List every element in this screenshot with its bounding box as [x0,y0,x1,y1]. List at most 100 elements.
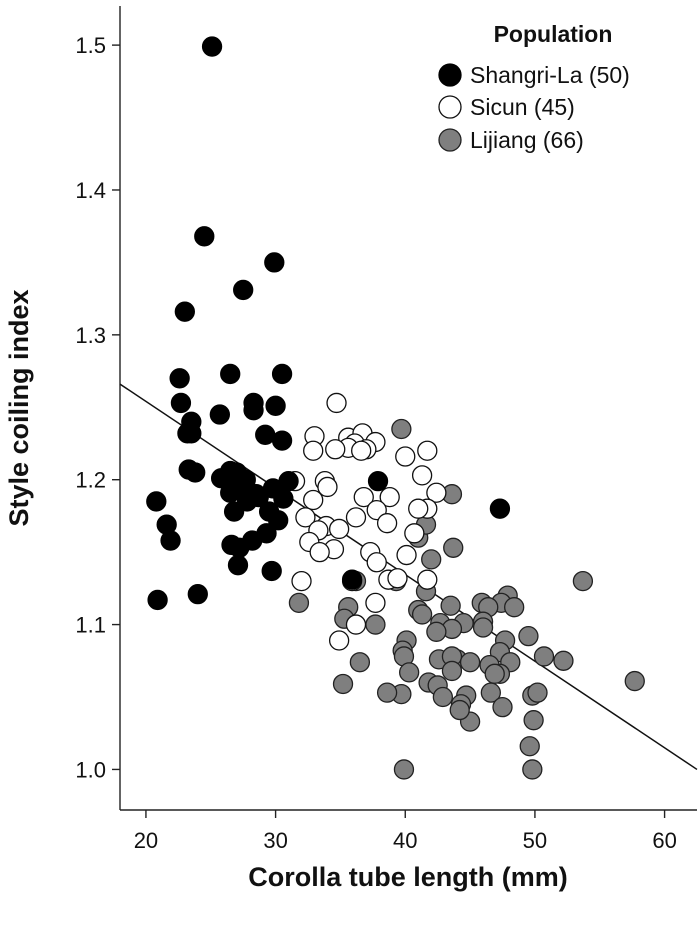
legend-marker-shangri-la [438,63,462,87]
legend-marker-sicun [438,95,462,119]
data-point-sicun [408,498,429,519]
y-tick-label: 1.3 [75,323,106,348]
data-point-shangri-la [147,589,168,611]
data-point-lijiang [522,759,543,780]
data-point-shangri-la [271,363,293,385]
data-point-sicun [376,513,398,534]
data-point-shangri-la [146,491,167,512]
legend-entry-sicun: Sicun (45) [438,94,575,120]
y-tick-label: 1.5 [75,33,106,58]
x-axis-title: Corolla tube length (mm) [248,862,568,892]
data-point-shangri-la [271,430,293,451]
data-point-sicun [417,440,438,461]
y-ticks: 1.0 1.1 1.2 1.3 1.4 1.5 [75,33,120,782]
data-point-shangri-la [233,279,254,301]
data-point-lijiang [523,710,544,731]
data-point-sicun [328,630,350,651]
plot-area: 1.0 1.1 1.2 1.3 1.4 1.5 20 30 40 50 60 [75,6,698,853]
data-point-lijiang [440,595,461,616]
x-tick-label: 50 [523,828,547,853]
data-point-lijiang [449,699,470,721]
data-point-sicun [303,440,324,461]
x-tick-label: 20 [134,828,158,853]
data-point-shangri-la [209,404,230,425]
data-point-sicun [379,486,400,508]
data-point-sicun [417,569,438,590]
data-point-shangri-la [170,392,192,414]
data-point-lijiang [492,696,513,718]
data-point-lijiang [553,650,574,671]
data-point-lijiang [426,621,447,642]
x-tick-label: 30 [263,828,287,853]
y-tick-label: 1.2 [75,468,106,493]
y-axis-title: Style coiling index [4,289,34,526]
data-point-sicun [396,544,417,566]
data-point-sicun [366,552,387,573]
legend-entry-shangri-la: Shangri-La (50) [438,62,630,88]
data-point-lijiang [288,592,310,613]
data-point-lijiang [533,646,555,667]
data-point-sicun [325,439,346,460]
data-point-lijiang [376,682,398,703]
data-point-shangri-la [201,36,223,57]
x-ticks: 20 30 40 50 60 [134,810,677,853]
data-point-shangri-la [273,488,294,509]
data-point-lijiang [572,570,594,592]
data-point-shangri-la [187,584,208,605]
legend-label-sicun: Sicun (45) [470,94,575,120]
y-tick-label: 1.0 [75,757,106,782]
data-point-sicun [365,592,386,613]
data-point-sicun [404,523,425,544]
data-point-shangri-la [220,482,241,503]
data-point-lijiang [527,682,548,703]
data-point-lijiang [504,597,525,618]
data-point-shangri-la [220,363,241,385]
data-point-shangri-la [194,226,215,247]
data-point-shangri-la [169,368,190,389]
legend-label-lijiang: Lijiang (66) [470,127,584,153]
data-point-lijiang [518,626,539,647]
data-point-shangri-la [236,491,258,512]
data-point-lijiang [519,736,540,757]
data-point-lijiang [393,759,415,780]
legend-entry-lijiang: Lijiang (66) [438,127,584,153]
data-point-sicun [426,482,447,503]
data-point-sicun [345,507,367,528]
data-point-lijiang [391,418,412,440]
data-point-lijiang [432,686,454,708]
data-point-sicun [353,486,374,508]
trendline-layer [119,383,698,771]
data-point-lijiang [441,660,463,682]
data-point-lijiang [459,652,481,673]
data-point-lijiang [421,549,442,570]
data-point-lijiang [365,614,386,635]
data-point-lijiang [332,673,354,695]
data-point-sicun [295,507,316,528]
data-point-sicun [317,476,338,498]
data-point-shangri-la [341,569,363,590]
data-point-sicun [309,541,330,563]
data-point-sicun [351,440,372,461]
data-point-lijiang [349,652,371,673]
data-point-shangri-la [268,510,289,531]
y-tick-label: 1.4 [75,178,106,203]
data-point-lijiang [624,670,645,692]
data-point-lijiang [411,604,433,625]
data-point-lijiang [443,537,464,558]
data-point-shangri-la [181,423,202,444]
points-layer [146,36,645,780]
regression-line [119,383,698,771]
data-point-sicun [387,568,408,589]
data-point-sicun [411,465,433,486]
data-point-lijiang [484,663,505,684]
data-point-sicun [291,570,312,592]
data-point-sicun [328,518,350,540]
data-point-shangri-la [255,424,276,445]
data-point-sicun [303,489,324,511]
data-point-sicun [345,614,367,635]
data-point-sicun [326,392,347,414]
data-point-sicun [395,446,416,467]
legend-title: Population [494,21,613,47]
data-point-shangri-la [160,530,181,551]
